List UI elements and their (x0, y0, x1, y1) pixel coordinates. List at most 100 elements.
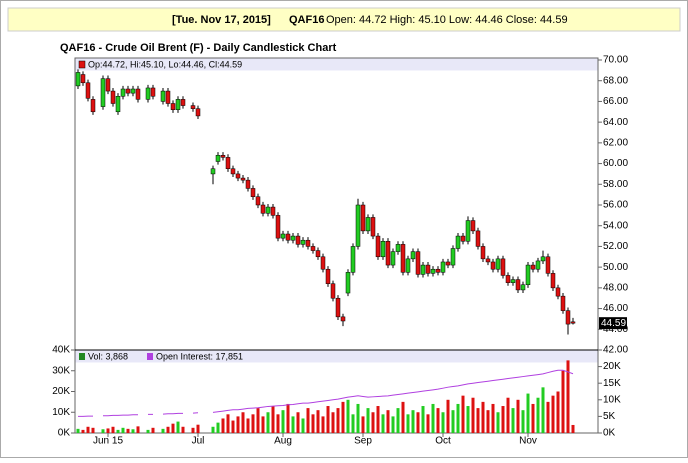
volume-bar (211, 426, 215, 433)
y-tick-label: 58.00 (603, 179, 628, 190)
candle-body (495, 258, 501, 270)
candle-body (415, 251, 421, 275)
volume-bar (396, 408, 400, 433)
candle-body (410, 251, 416, 260)
volume-bar (456, 403, 460, 433)
candle-body (145, 87, 151, 100)
candle-body (220, 155, 226, 158)
candle-body (420, 264, 426, 275)
y2-tick-label: 10K (603, 394, 621, 405)
volume-tick-label: 30K (52, 365, 70, 376)
candle-body (195, 108, 201, 117)
legend-swatch (79, 353, 85, 360)
volume-bar (481, 401, 485, 433)
volume-bar (316, 410, 320, 433)
volume-bar (236, 416, 240, 433)
candle-body (515, 279, 521, 291)
candle-body (180, 99, 186, 106)
candle-body (525, 264, 531, 286)
last-price-label: 44.59 (601, 318, 626, 329)
candle-body (395, 244, 401, 252)
volume-bar (126, 428, 130, 433)
candle-body (325, 268, 331, 284)
candle-body (535, 260, 541, 270)
y-tick-label: 42.00 (603, 345, 628, 356)
volume-tick-label: 0K (58, 428, 71, 439)
candle-body (270, 206, 276, 216)
candle-body (485, 258, 491, 263)
volume-bar (336, 408, 340, 433)
oi-line (78, 369, 574, 417)
volume-bar (371, 412, 375, 433)
candle-body (320, 256, 326, 270)
volume-legend: Vol: 3,868 (88, 351, 128, 361)
volume-bar (271, 406, 275, 433)
volume-bar (496, 412, 500, 433)
candle-body (295, 235, 301, 245)
volume-bar (101, 429, 105, 433)
legend-swatch (147, 353, 153, 360)
candle-body (210, 168, 216, 175)
last-price-tag (599, 317, 627, 330)
volume-bar (451, 410, 455, 433)
volume-bar (471, 397, 475, 433)
volume-bar (216, 422, 220, 433)
candle-body (360, 204, 366, 232)
candle-body (235, 173, 241, 179)
volume-bar (441, 412, 445, 433)
volume-bar (426, 414, 430, 433)
candle-body (85, 82, 91, 99)
price-legend-band (75, 58, 598, 71)
candle-body (380, 241, 386, 258)
volume-bar (286, 403, 290, 433)
volume-bar (556, 391, 560, 433)
x-tick-label: Jul (192, 436, 205, 447)
header-box (7, 7, 681, 32)
candle-body (215, 155, 221, 162)
volume-tick-label: 10K (52, 407, 70, 418)
y-tick-label: 62.00 (603, 137, 628, 148)
volume-bar (401, 401, 405, 433)
candle-body (565, 310, 571, 325)
volume-bar (196, 424, 200, 433)
volume-bar (476, 408, 480, 433)
candle-body (125, 88, 131, 94)
x-tick-label: Sep (354, 436, 372, 447)
candle-body (280, 233, 286, 239)
y2-tick-label: 0K (603, 428, 616, 439)
volume-bar (76, 428, 80, 433)
candle-body (470, 220, 476, 232)
y-tick-label: 66.00 (603, 96, 628, 107)
candle-body (115, 96, 121, 113)
x-tick-label: Jun 15 (93, 436, 123, 447)
candle-body (260, 204, 266, 214)
candle-body (160, 90, 166, 102)
candle-body (430, 268, 436, 274)
y-tick-label: 44.00 (603, 324, 628, 335)
volume-bar (161, 428, 165, 433)
volume-bar (321, 416, 325, 433)
y-tick-label: 56.00 (603, 200, 628, 211)
volume-bar (221, 418, 225, 433)
volume-bar (251, 414, 255, 433)
volume-bar (121, 427, 125, 433)
candle-body (90, 99, 96, 113)
candle-body (285, 233, 291, 241)
volume-bar (306, 408, 310, 433)
candle-body (330, 283, 336, 299)
candle-body (570, 321, 576, 324)
header-quote: Open: 44.72 High: 45.10 Low: 44.46 Close… (326, 14, 568, 26)
volume-bar (176, 421, 180, 433)
volume-bar (566, 360, 570, 433)
candle-body (555, 287, 561, 297)
candle-body (375, 235, 381, 258)
volume-bar (356, 403, 360, 433)
candle-body (385, 241, 391, 266)
candle-body (240, 177, 246, 181)
y2-tick-label: 5K (603, 411, 616, 422)
volume-bar (136, 426, 140, 433)
volume-bar (111, 426, 115, 433)
volume-bar (91, 427, 95, 433)
candle-body (275, 215, 281, 239)
